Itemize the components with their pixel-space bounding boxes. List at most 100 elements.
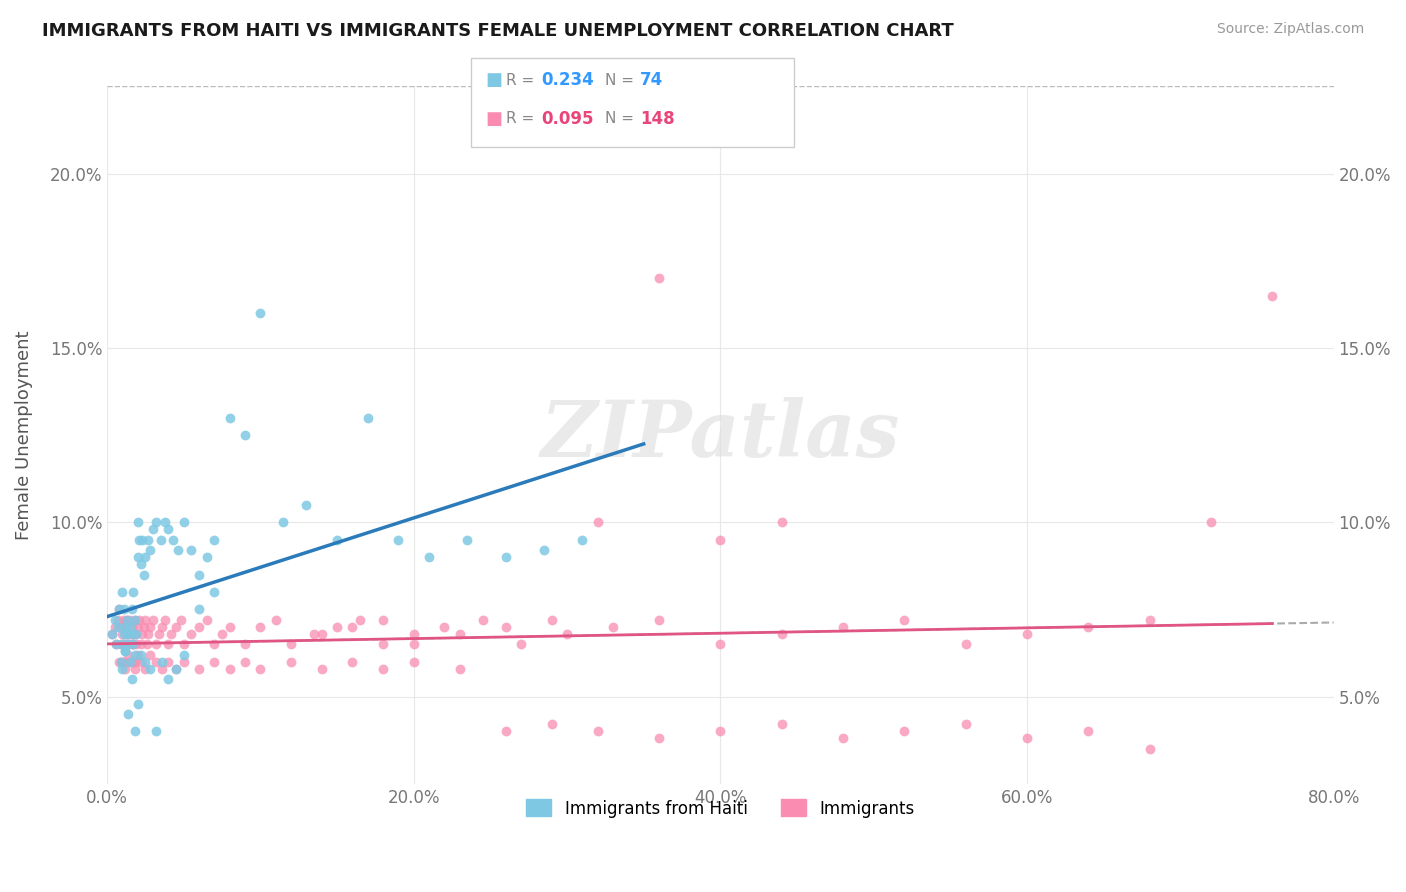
Point — [770, 717, 793, 731]
Point — [117, 648, 139, 662]
Point — [145, 515, 167, 529]
Text: R =: R = — [506, 112, 540, 126]
Point — [107, 620, 129, 634]
Text: ■: ■ — [485, 110, 502, 128]
Point — [134, 655, 156, 669]
Point — [112, 602, 135, 616]
Point — [195, 550, 218, 565]
Point — [160, 627, 183, 641]
Point — [100, 627, 122, 641]
Point — [118, 620, 141, 634]
Point — [138, 627, 160, 641]
Text: 74: 74 — [640, 71, 664, 89]
Point — [371, 637, 394, 651]
Point — [129, 557, 152, 571]
Point — [165, 662, 187, 676]
Point — [249, 620, 271, 634]
Point — [124, 655, 146, 669]
Point — [648, 271, 671, 285]
Point — [127, 550, 149, 565]
Point — [127, 515, 149, 529]
Point — [165, 662, 187, 676]
Point — [893, 613, 915, 627]
Point — [1077, 620, 1099, 634]
Point — [104, 613, 127, 627]
Point — [131, 533, 153, 547]
Point — [128, 533, 150, 547]
Point — [145, 655, 167, 669]
Point — [121, 672, 143, 686]
Text: ■: ■ — [485, 71, 502, 89]
Point — [100, 627, 122, 641]
Point — [586, 515, 609, 529]
Point — [387, 533, 409, 547]
Point — [162, 533, 184, 547]
Point — [1077, 724, 1099, 739]
Point — [602, 620, 624, 634]
Point — [202, 637, 225, 651]
Point — [540, 613, 562, 627]
Point — [115, 627, 138, 641]
Point — [122, 627, 145, 641]
Point — [111, 655, 134, 669]
Point — [540, 717, 562, 731]
Point — [149, 533, 172, 547]
Point — [342, 620, 364, 634]
Point — [118, 627, 141, 641]
Point — [832, 620, 855, 634]
Point — [311, 627, 333, 641]
Point — [108, 602, 131, 616]
Point — [111, 627, 134, 641]
Point — [302, 627, 325, 641]
Text: R =: R = — [506, 73, 540, 87]
Point — [114, 637, 136, 651]
Point — [115, 627, 138, 641]
Point — [1199, 515, 1222, 529]
Point — [709, 724, 731, 739]
Point — [148, 627, 170, 641]
Point — [129, 648, 152, 662]
Point — [495, 724, 517, 739]
Point — [127, 648, 149, 662]
Point — [357, 410, 380, 425]
Point — [142, 522, 165, 536]
Point — [108, 602, 131, 616]
Point — [121, 620, 143, 634]
Point — [115, 613, 138, 627]
Point — [173, 637, 195, 651]
Point — [118, 613, 141, 627]
Point — [173, 515, 195, 529]
Point — [1015, 731, 1038, 746]
Point — [127, 620, 149, 634]
Point — [112, 637, 135, 651]
Point — [402, 637, 425, 651]
Point — [249, 306, 271, 320]
Point — [586, 724, 609, 739]
Point — [326, 533, 349, 547]
Point — [402, 655, 425, 669]
Point — [371, 613, 394, 627]
Point — [105, 637, 128, 651]
Point — [139, 543, 162, 558]
Point — [121, 637, 143, 651]
Point — [124, 662, 146, 676]
Point — [134, 613, 156, 627]
Point — [173, 648, 195, 662]
Point — [112, 613, 135, 627]
Point — [108, 655, 131, 669]
Point — [311, 662, 333, 676]
Point — [124, 724, 146, 739]
Point — [105, 637, 128, 651]
Point — [211, 627, 233, 641]
Point — [202, 533, 225, 547]
Point — [169, 613, 191, 627]
Point — [114, 620, 136, 634]
Point — [770, 515, 793, 529]
Point — [111, 637, 134, 651]
Point — [157, 522, 180, 536]
Point — [233, 637, 256, 651]
Point — [648, 731, 671, 746]
Point — [111, 655, 134, 669]
Point — [1261, 288, 1284, 302]
Point — [111, 585, 134, 599]
